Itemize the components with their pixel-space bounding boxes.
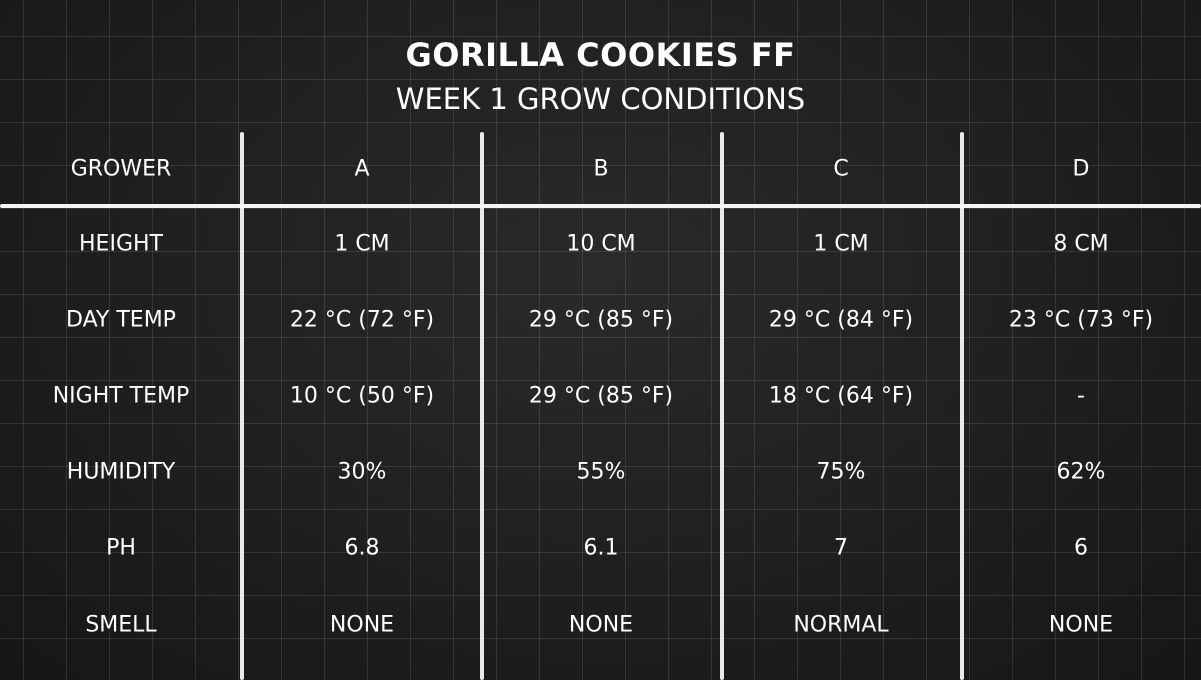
row-label: PH xyxy=(106,535,136,561)
table-cell: 1 CM xyxy=(813,231,869,257)
page-title: GORILLA COOKIES FF xyxy=(405,36,796,74)
table-cell: NORMAL xyxy=(793,612,889,638)
table-cell: 7 xyxy=(834,535,848,561)
table-cell: 6.8 xyxy=(344,535,380,561)
header-cell: D xyxy=(1072,156,1090,182)
row-label: NIGHT TEMP xyxy=(52,383,190,409)
header-cell: A xyxy=(354,156,370,182)
table-cell: 1 CM xyxy=(334,231,390,257)
table-cell: 6.1 xyxy=(583,535,619,561)
table-cell: 30% xyxy=(337,459,387,485)
table-cell: NONE xyxy=(568,612,634,638)
table-cell: 29 °C (85 °F) xyxy=(528,307,674,333)
row-label: SMELL xyxy=(85,612,157,638)
table-cell: 10 °C (50 °F) xyxy=(289,383,435,409)
row-label: HEIGHT xyxy=(79,231,163,257)
row-label: HUMIDITY xyxy=(66,459,176,485)
table-cell: 10 CM xyxy=(566,231,636,257)
table-cell: 8 CM xyxy=(1053,231,1109,257)
table-cell: NONE xyxy=(329,612,395,638)
column-divider xyxy=(480,132,484,680)
table-cell: 23 °C (73 °F) xyxy=(1008,307,1154,333)
table-cell: 29 °C (84 °F) xyxy=(768,307,914,333)
column-divider xyxy=(960,132,964,680)
table-cell: 6 xyxy=(1074,535,1088,561)
table-cell: 22 °C (72 °F) xyxy=(289,307,435,333)
page-subtitle: WEEK 1 GROW CONDITIONS xyxy=(395,82,806,116)
table-cell: NONE xyxy=(1048,612,1114,638)
table-cell: 55% xyxy=(576,459,626,485)
header-cell: C xyxy=(833,156,849,182)
column-divider xyxy=(720,132,724,680)
header-divider xyxy=(0,204,1201,208)
table-cell: 62% xyxy=(1056,459,1106,485)
table-cell: 18 °C (64 °F) xyxy=(768,383,914,409)
row-label: DAY TEMP xyxy=(66,307,176,333)
table-cell: 75% xyxy=(816,459,866,485)
column-divider xyxy=(240,132,244,680)
header-cell: GROWER xyxy=(70,156,172,182)
table-cell: 29 °C (85 °F) xyxy=(528,383,674,409)
header-cell: B xyxy=(593,156,609,182)
table-cell: - xyxy=(1077,383,1085,409)
